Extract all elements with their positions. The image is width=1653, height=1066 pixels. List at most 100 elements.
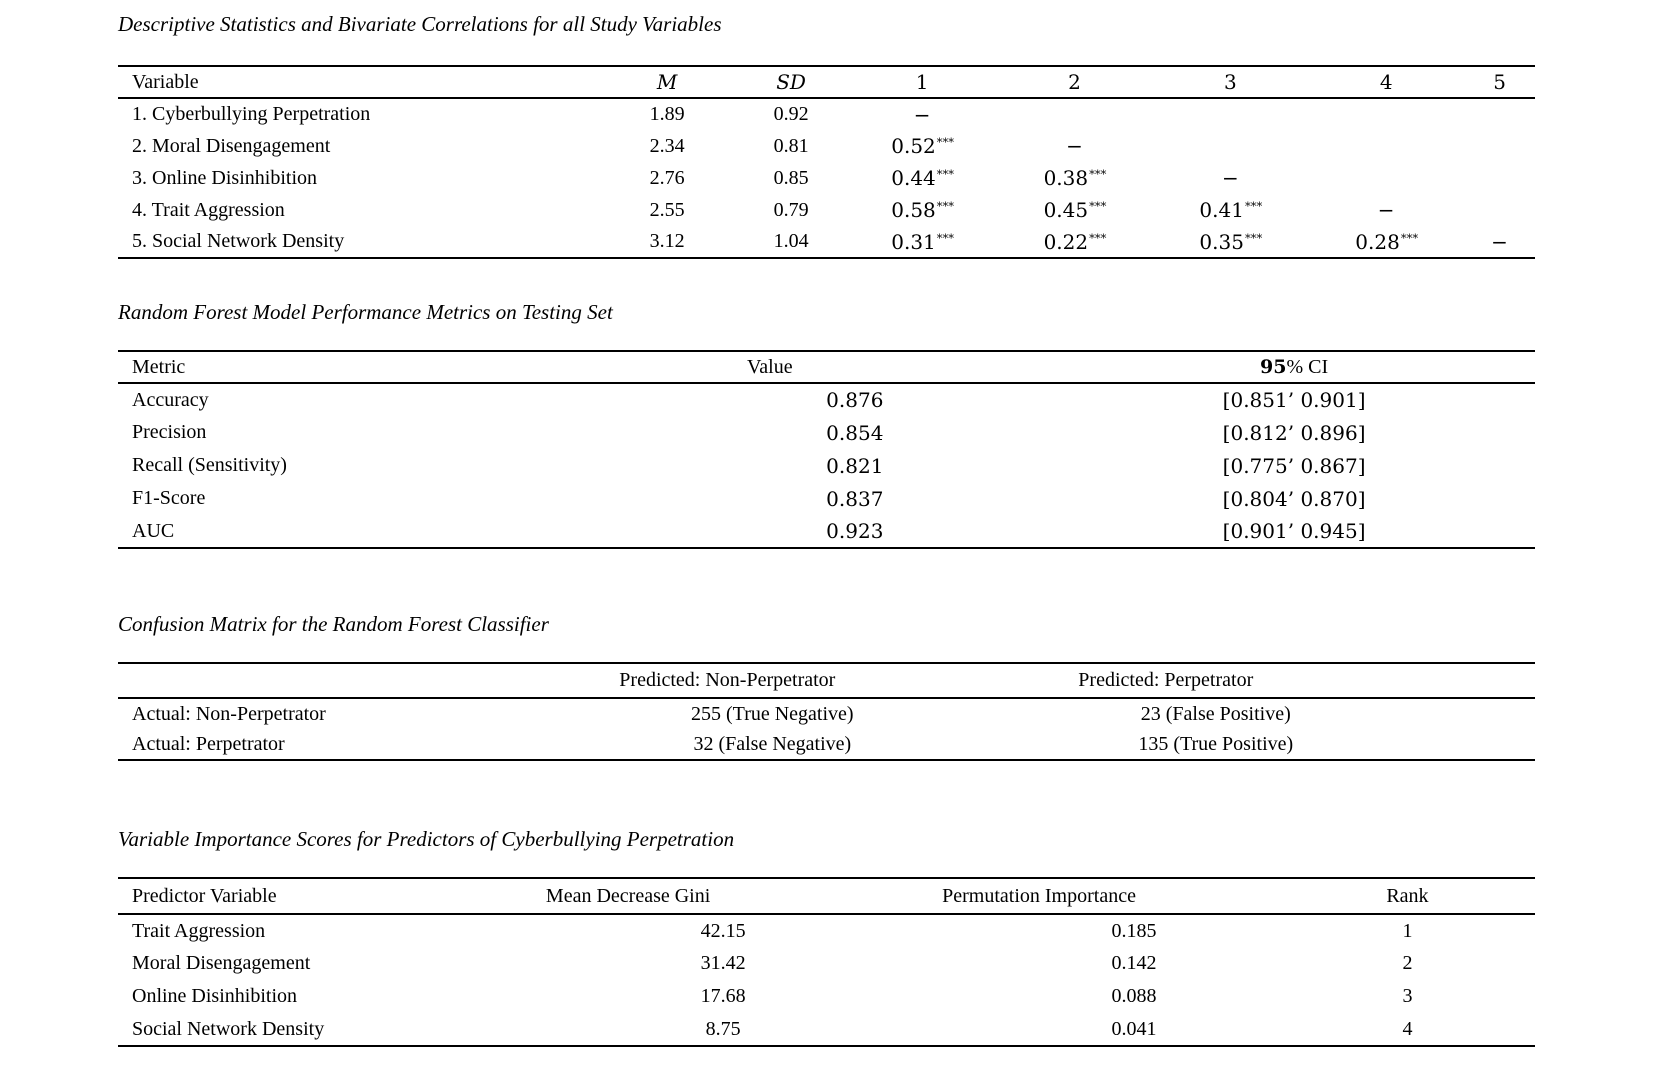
significance-stars: *** [936,230,955,245]
corr-cell: − [1464,226,1535,258]
cell-value: 0.821 [826,453,884,478]
corr-cell [1308,162,1464,194]
col-header-5: 5 [1464,66,1535,99]
row-label: Moral Disengagement [132,952,311,974]
row-label: AUC [132,519,175,542]
table-row: Trait Aggression 42.15 0.185 1 [118,914,1535,947]
cell-value: 0.41 [1199,198,1244,222]
corr-cell: 0.22*** [997,226,1153,258]
cell-value: 23 (False Positive) [1140,702,1291,725]
row-label: Actual: Non-Perpetrator [132,702,326,725]
significance-stars: *** [936,167,955,182]
cell-value: 0.837 [826,486,884,511]
cell-value: 0.041 [1111,1017,1157,1040]
significance-stars: *** [936,199,955,214]
permutation-cell: 0.142 [798,947,1280,980]
table-row: 4. Trait Aggression 2.55 0.79 0.58*** 0.… [118,194,1535,226]
corr-cell: − [848,98,997,130]
table-row: Actual: Non-Perpetrator 255 (True Negati… [118,698,1535,729]
confusion-title: Confusion Matrix for the Random Forest C… [118,612,549,636]
cell-value: 42.15 [700,919,746,942]
rank-cell: 4 [1402,1017,1413,1040]
mean-cell: 2.34 [649,134,685,157]
mean-cell: 1.89 [649,103,685,125]
col-header-mean: M [599,66,735,99]
col-header-metric: Metric [118,351,487,384]
table-row: Accuracy 0.876 [0.851’ 0.901] [118,383,1535,416]
value-cell: 0.854 [486,416,1053,449]
table-row: AUC 0.923 [0.901’ 0.945] [118,515,1535,548]
col-header-pred-pos: Predicted: Perpetrator [996,663,1535,699]
significance-stars: *** [1244,199,1263,214]
corr-cell: 0.35*** [1152,226,1308,258]
table-row: 2. Moral Disengagement 2.34 0.81 0.52***… [118,130,1535,162]
cell-value: 0.58 [891,198,936,222]
table-row: Online Disinhibition 17.68 0.088 3 [118,980,1535,1013]
col-header-empty [118,663,459,699]
metrics-title: Random Forest Model Performance Metrics … [118,300,613,324]
col-header-variable: Variable [118,66,600,99]
row-label: 4. Trait Aggression [132,198,285,221]
row-label: Trait Aggression [132,919,266,942]
cell-value: 0.52 [891,134,936,158]
corr-cell [997,98,1153,130]
corr-cell [1464,194,1535,226]
significance-stars: *** [1089,230,1107,245]
significance-stars: *** [1089,167,1107,182]
cell-value: 8.75 [705,1017,741,1040]
header-label: Predicted: Perpetrator [1078,669,1254,691]
row-label: 3. Online Disinhibition [132,166,317,189]
tp-cell: 135 (True Positive) [997,729,1535,760]
corr-cell: − [1308,194,1464,226]
col-header-1: 1 [847,66,997,99]
header-row: Variable M SD 1 2 3 4 5 [118,66,1535,99]
value-cell: 0.876 [486,383,1053,416]
cell-value: 17.68 [700,985,746,1007]
value-cell: 0.923 [486,515,1053,548]
cell-value: 0.31 [891,229,936,254]
ci-cell: [0.851’ 0.901] [1222,388,1366,412]
col-header-3: 3 [1152,66,1309,99]
cell-value: 0.44 [891,166,936,190]
row-label: Precision [132,421,207,443]
descriptives-title: Descriptive Statistics and Bivariate Cor… [118,12,722,36]
cell-value: 0.28 [1355,229,1400,254]
cell-value: 0.22 [1043,229,1089,254]
table-row: 1. Cyberbullying Perpetration 1.89 0.92 … [118,98,1535,130]
cell-value: 0.38 [1043,166,1089,190]
row-label: Recall (Sensitivity) [132,454,287,476]
gini-cell: 31.42 [458,947,798,980]
corr-cell: 0.44*** [848,162,997,194]
corr-cell: 0.41*** [1152,194,1308,226]
corr-cell: − [997,130,1153,162]
cell-value: 0.35 [1199,229,1244,254]
corr-cell: 0.31*** [848,226,997,258]
row-label: 1. Cyberbullying Perpetration [132,103,371,125]
ci-cell: [0.812’ 0.896] [1222,420,1366,445]
row-label: 5. Social Network Density [132,230,345,252]
table-row: Social Network Density 8.75 0.041 4 [118,1013,1535,1046]
table-row: 5. Social Network Density 3.12 1.04 0.31… [118,226,1535,258]
ci-label-rest: % CI [1286,355,1329,378]
corr-cell: 0.45*** [997,194,1153,226]
cell-value: 0.142 [1111,952,1157,974]
fp-cell: 23 (False Positive) [997,698,1535,729]
ci-cell: [0.901’ 0.945] [1222,519,1366,543]
metrics-table: Metric Value 95% CI Accuracy 0.876 [0.85… [118,350,1535,549]
sd-cell: 0.85 [773,166,809,189]
cell-value: 0.876 [826,388,884,412]
cell-value: 0.923 [826,519,884,543]
sd-cell: 0.92 [773,103,809,125]
col-header-gini: Mean Decrease Gini [458,878,799,915]
value-cell: 0.821 [486,449,1053,482]
corr-cell [1152,98,1308,130]
cell-value: 0.088 [1111,985,1157,1007]
permutation-cell: 0.088 [798,980,1280,1013]
rank-cell: 2 [1402,952,1413,974]
significance-stars: *** [1244,230,1263,245]
cell-value: − [1221,166,1239,190]
col-header-permutation: Permutation Importance [798,878,1280,915]
page-content: Descriptive Statistics and Bivariate Cor… [118,12,1535,1047]
corr-cell: 0.58*** [848,194,997,226]
